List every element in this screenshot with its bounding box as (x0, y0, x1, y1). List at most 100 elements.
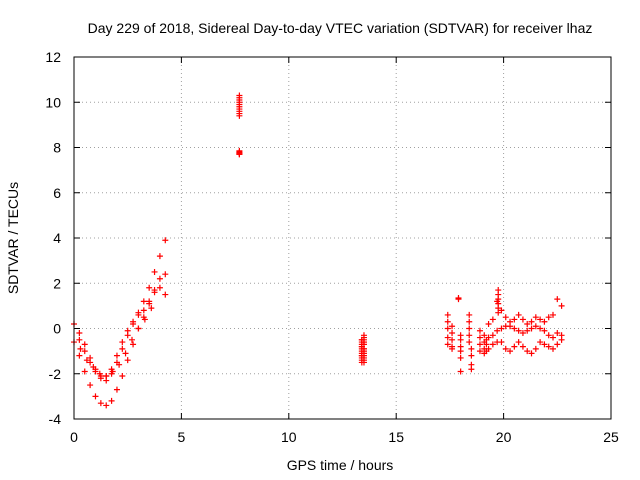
data-point (135, 325, 142, 332)
data-point (532, 345, 539, 352)
y-tick-label: -2 (49, 366, 62, 382)
data-point (541, 318, 548, 325)
data-point (528, 325, 535, 332)
data-point (135, 311, 142, 318)
data-point (81, 368, 88, 375)
data-point (524, 348, 531, 355)
data-point (528, 318, 535, 325)
data-point (507, 323, 514, 330)
data-point (476, 327, 483, 334)
data-points (71, 92, 565, 409)
x-tick-label: 20 (496, 429, 512, 445)
data-point (148, 305, 155, 312)
data-point (108, 397, 115, 404)
data-point (489, 341, 496, 348)
data-point (360, 352, 367, 359)
series-cluster-17-19h (444, 294, 490, 375)
data-point (489, 316, 496, 323)
data-point (498, 325, 505, 332)
data-point (515, 339, 522, 346)
data-point (550, 311, 557, 318)
data-point (130, 341, 137, 348)
data-point (515, 327, 522, 334)
data-point (550, 334, 557, 341)
data-point (156, 275, 163, 282)
data-point (468, 366, 475, 373)
data-point (511, 316, 518, 323)
data-point (524, 320, 531, 327)
data-point (151, 289, 158, 296)
data-point (498, 339, 505, 346)
data-point (545, 332, 552, 339)
data-point (537, 339, 544, 346)
data-point (76, 336, 83, 343)
data-point (515, 311, 522, 318)
data-point (124, 332, 131, 339)
data-point (113, 386, 120, 393)
data-point (146, 298, 153, 305)
y-tick-label: 6 (53, 185, 61, 201)
data-point (146, 284, 153, 291)
series-band-mid (485, 323, 565, 341)
data-point (156, 253, 163, 260)
data-point (524, 327, 531, 334)
data-point (541, 327, 548, 334)
data-point (537, 316, 544, 323)
data-point (466, 339, 473, 346)
data-point (449, 336, 456, 343)
data-point (457, 368, 464, 375)
data-point (360, 345, 367, 352)
data-point (455, 294, 462, 301)
data-point (103, 373, 110, 380)
data-point (162, 237, 169, 244)
data-point (466, 311, 473, 318)
data-point (511, 343, 518, 350)
data-point (128, 336, 135, 343)
data-point (236, 112, 243, 119)
data-point (468, 352, 475, 359)
data-point (532, 314, 539, 321)
data-point (449, 330, 456, 337)
data-point (485, 320, 492, 327)
data-point (83, 357, 90, 364)
data-point (507, 348, 514, 355)
data-point (444, 334, 451, 341)
series-band-upper (485, 296, 565, 327)
data-point (457, 348, 464, 355)
series-cluster-13h (358, 332, 367, 366)
data-point (519, 316, 526, 323)
data-point (97, 375, 104, 382)
data-point (502, 345, 509, 352)
data-point (96, 370, 103, 377)
data-point (444, 311, 451, 318)
data-point (537, 325, 544, 332)
x-tick-label: 5 (178, 429, 186, 445)
data-point (236, 150, 243, 157)
y-tick-label: 8 (53, 140, 61, 156)
data-point (449, 323, 456, 330)
data-point (76, 352, 83, 359)
data-point (360, 339, 367, 346)
data-point (103, 402, 110, 409)
data-point (494, 327, 501, 334)
y-tick-label: 4 (53, 230, 61, 246)
y-tick-labels: -4 -2 0 2 4 6 8 10 12 (45, 49, 61, 427)
data-point (444, 318, 451, 325)
data-point (151, 268, 158, 275)
data-point (519, 330, 526, 337)
data-point (457, 336, 464, 343)
data-point (495, 309, 502, 316)
data-point (466, 318, 473, 325)
data-point (140, 307, 147, 314)
data-point (162, 271, 169, 278)
data-point (77, 345, 84, 352)
data-point (466, 325, 473, 332)
data-point (532, 323, 539, 330)
data-point (81, 348, 88, 355)
data-point (502, 314, 509, 321)
data-point (449, 345, 456, 352)
x-tick-label: 0 (70, 429, 78, 445)
series-track-d (77, 305, 155, 380)
y-tick-label: -4 (49, 411, 62, 427)
